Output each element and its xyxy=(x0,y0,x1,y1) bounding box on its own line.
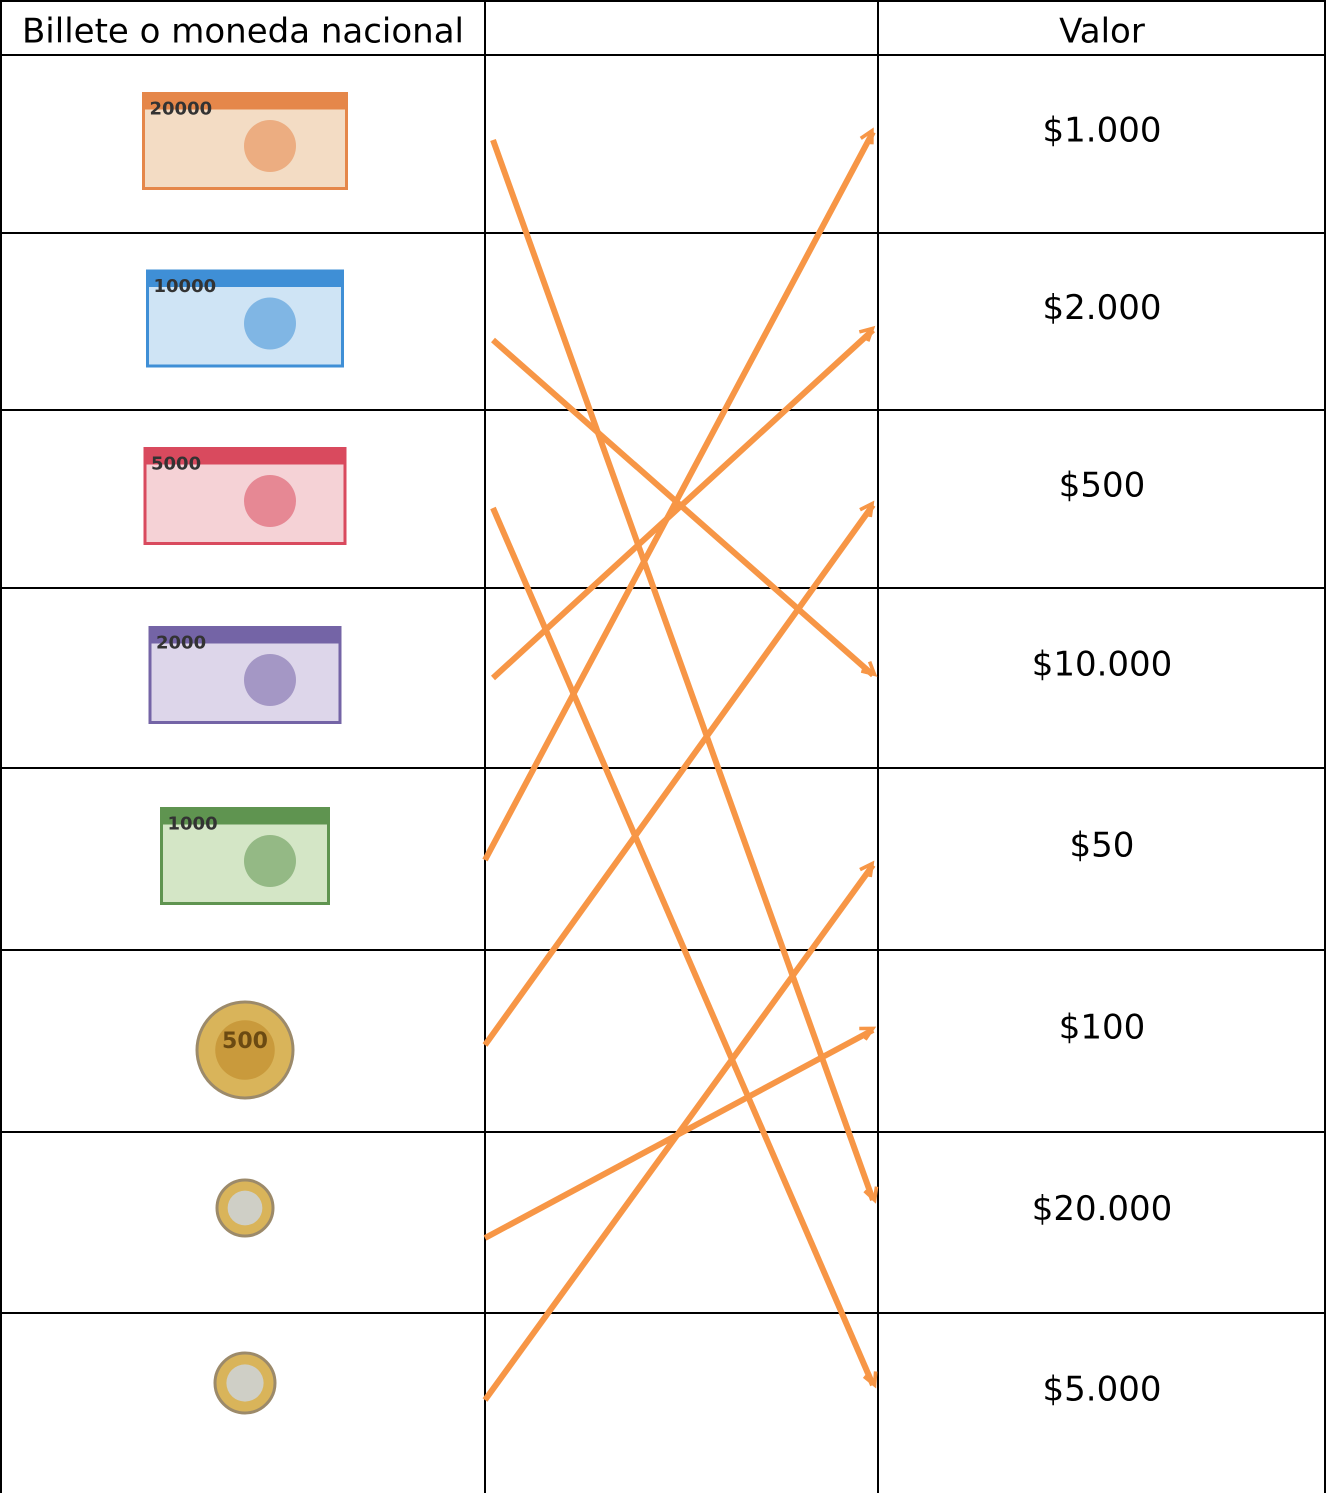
banknote-portrait xyxy=(244,835,296,887)
coin-center xyxy=(228,1191,263,1226)
banknote-label: 5000 xyxy=(151,454,201,475)
banknote-label: 1000 xyxy=(168,814,218,835)
banknote-portrait xyxy=(244,654,296,706)
value-cell: $10.000 xyxy=(1032,645,1173,685)
value-cell: $1.000 xyxy=(1043,111,1162,151)
banknote-portrait xyxy=(244,298,296,350)
banknote-portrait xyxy=(244,120,296,172)
value-cell: $2.000 xyxy=(1043,288,1162,328)
value-cell: $100 xyxy=(1059,1008,1146,1048)
banknote-label: 2000 xyxy=(156,633,206,654)
value-cell: $5.000 xyxy=(1043,1370,1162,1410)
worksheet: $1.000 $2.000 $500 $10.000 $50 $100 $20.000 $5.… xyxy=(0,0,1326,1493)
value-cell: $50 xyxy=(1070,826,1135,866)
header-cell: Valor xyxy=(1059,12,1145,52)
banknote-label: 20000 xyxy=(150,99,213,120)
banknote-label: 10000 xyxy=(154,276,217,297)
value-cell: $20.000 xyxy=(1032,1189,1173,1229)
coin-label: 500 xyxy=(222,1029,268,1054)
table-grid xyxy=(0,0,1326,1493)
coin-center xyxy=(226,1364,263,1401)
banknote-portrait xyxy=(244,475,296,527)
table-rows: $1.000 $2.000 $500 $10.000 $50 $100 $20.000 $5.… xyxy=(144,94,1173,1414)
value-cell: $500 xyxy=(1059,466,1146,506)
answer-arrows xyxy=(485,132,873,1400)
header-cell: Billete o moneda nacional xyxy=(22,12,464,52)
